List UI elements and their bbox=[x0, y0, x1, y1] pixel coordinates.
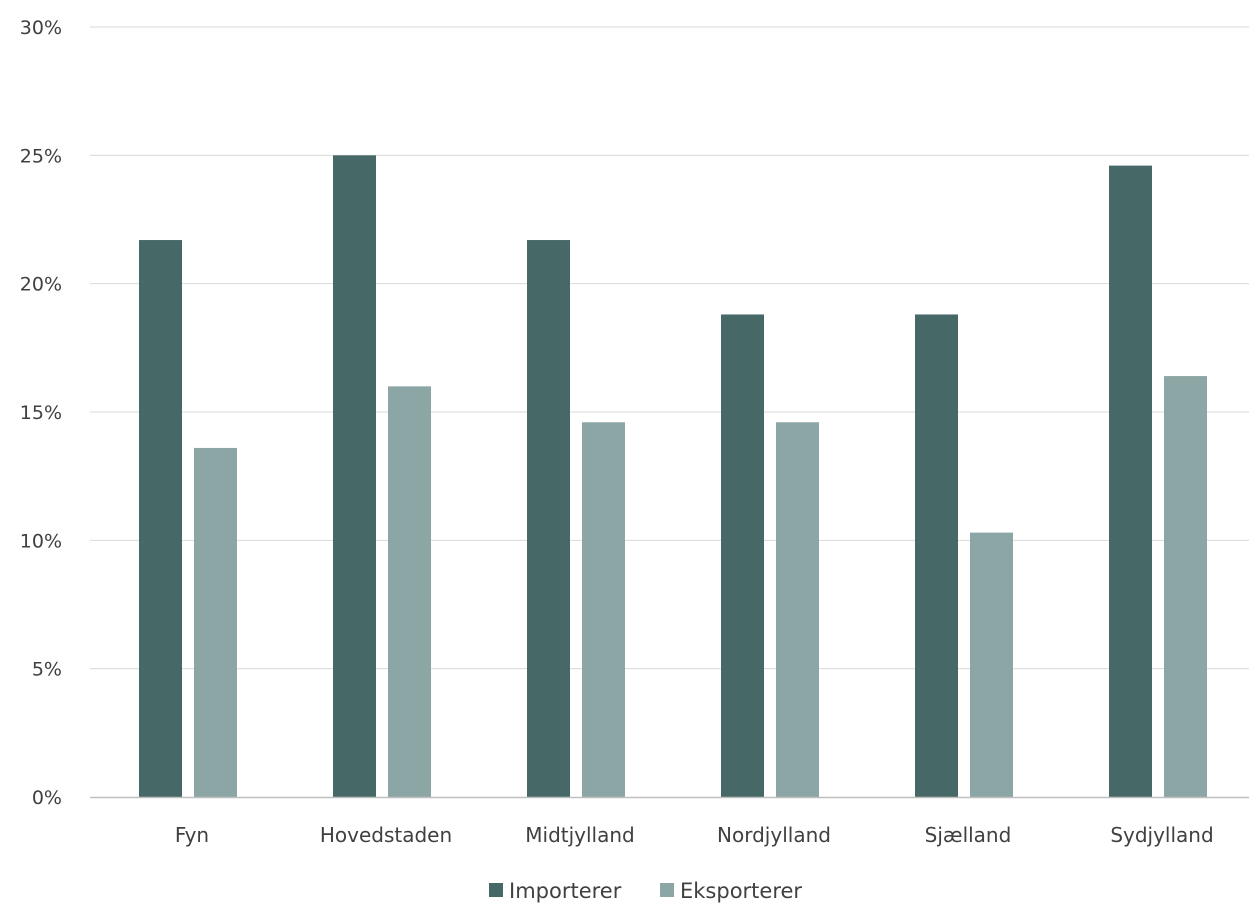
y-tick-label: 15% bbox=[20, 402, 62, 424]
legend: Importerer Eksporterer bbox=[489, 879, 802, 903]
bar-eksporterer-hovedstaden bbox=[388, 386, 431, 797]
bar-eksporterer-midtjylland bbox=[582, 422, 625, 797]
bar-eksporterer-nordjylland bbox=[776, 422, 819, 797]
y-tick-label: 30% bbox=[20, 17, 62, 39]
y-tick-label: 10% bbox=[20, 530, 62, 552]
bar-importerer-hovedstaden bbox=[333, 155, 376, 798]
bar-eksporterer-sjælland bbox=[970, 532, 1013, 797]
x-tick-label: Midtjylland bbox=[525, 823, 634, 847]
legend-swatch-importerer bbox=[489, 883, 503, 897]
x-tick-label: Sjælland bbox=[925, 823, 1012, 847]
y-tick-label: 20% bbox=[20, 274, 62, 296]
bar-importerer-nordjylland bbox=[721, 314, 764, 797]
y-tick-label: 0% bbox=[32, 787, 62, 809]
y-tick-label: 5% bbox=[32, 659, 62, 681]
bar-importerer-fyn bbox=[139, 240, 182, 798]
x-tick-label: Nordjylland bbox=[717, 823, 831, 847]
x-tick-label: Hovedstaden bbox=[320, 823, 452, 847]
gridlines bbox=[90, 26, 1249, 670]
bar-importerer-sydjylland bbox=[1109, 165, 1152, 798]
bar-importerer-midtjylland bbox=[527, 240, 570, 798]
bar-eksporterer-fyn bbox=[194, 447, 237, 797]
bar-eksporterer-sydjylland bbox=[1164, 376, 1207, 797]
legend-label-eksporterer: Eksporterer bbox=[680, 879, 802, 903]
x-tick-label: Sydjylland bbox=[1110, 823, 1213, 847]
bar-importerer-sjælland bbox=[915, 314, 958, 797]
x-axis-labels: Fyn Hovedstaden Midtjylland Nordjylland Sjæl… bbox=[175, 823, 1214, 847]
bars bbox=[139, 155, 1207, 798]
y-axis-ticks: 0% 5% 10% 15% 20% 25% 30% bbox=[20, 17, 62, 809]
legend-label-importerer: Importerer bbox=[509, 879, 622, 903]
y-tick-label: 25% bbox=[20, 145, 62, 167]
x-tick-label: Fyn bbox=[175, 823, 209, 847]
legend-swatch-eksporterer bbox=[660, 883, 674, 897]
